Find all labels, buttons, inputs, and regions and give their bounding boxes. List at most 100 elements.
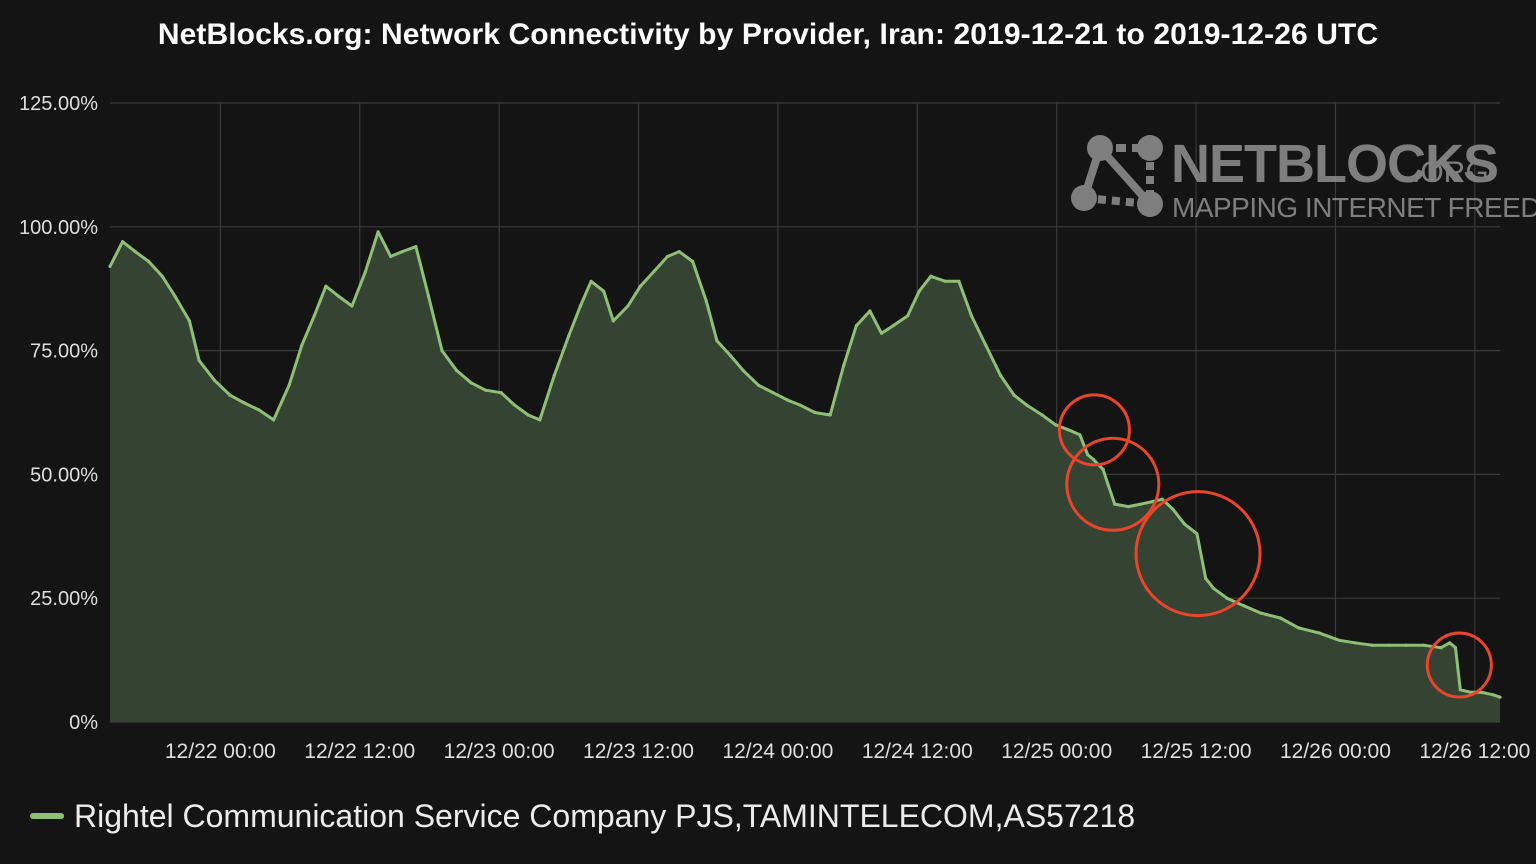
data-point xyxy=(578,304,583,308)
data-point xyxy=(652,269,656,273)
watermark-suffix: .ORG xyxy=(1412,156,1489,189)
data-point xyxy=(786,398,790,402)
data-point xyxy=(454,368,459,372)
data-point xyxy=(611,319,615,323)
netblocks-watermark: NETBLOCKS .ORG MAPPING INTERNET FREEDOM xyxy=(1071,134,1536,223)
data-point xyxy=(1297,626,1301,630)
data-point xyxy=(854,324,858,328)
watermark-brand: NETBLOCKS xyxy=(1171,134,1498,194)
data-point xyxy=(1025,403,1029,407)
x-axis-ticks: 12/22 00:00 12/22 12:00 12/23 00:00 12/23 1… xyxy=(165,740,1530,763)
legend-series-label: Rightel Communication Service Company PJ… xyxy=(74,797,1136,834)
data-point xyxy=(133,250,137,254)
data-point xyxy=(212,378,217,382)
data-point xyxy=(1126,505,1130,509)
data-point xyxy=(363,269,368,273)
x-tick-label: 12/23 00:00 xyxy=(444,740,555,763)
x-tick-label: 12/23 12:00 xyxy=(583,740,694,763)
data-point xyxy=(389,254,393,259)
data-point xyxy=(1091,457,1096,462)
data-point xyxy=(691,259,695,264)
data-point xyxy=(1458,688,1462,692)
data-point xyxy=(1453,646,1458,650)
data-point xyxy=(1204,576,1208,581)
data-point xyxy=(257,408,261,412)
y-tick-label: 75.00% xyxy=(30,341,98,363)
data-point xyxy=(798,403,802,407)
data-point xyxy=(1317,631,1321,635)
data-point xyxy=(602,289,606,293)
y-tick-label: 25.00% xyxy=(30,588,98,610)
annotation-layer xyxy=(1057,393,1493,699)
data-point xyxy=(538,418,542,422)
data-point xyxy=(1448,641,1452,645)
data-point xyxy=(1066,428,1070,432)
x-tick-label: 12/25 12:00 xyxy=(1141,740,1252,763)
data-point xyxy=(1353,641,1357,645)
data-point xyxy=(1259,611,1263,615)
legend[interactable]: Rightel Communication Service Company PJ… xyxy=(30,796,1135,836)
data-point xyxy=(1421,643,1426,647)
data-point xyxy=(121,240,125,244)
data-point xyxy=(626,304,630,308)
data-point xyxy=(287,383,291,387)
series-area-fill xyxy=(110,231,1500,723)
data-point xyxy=(1171,507,1175,511)
data-point xyxy=(160,274,164,278)
data-point xyxy=(300,344,304,348)
data-point xyxy=(1150,500,1155,504)
data-point xyxy=(484,388,488,392)
data-point xyxy=(1101,467,1105,471)
data-point xyxy=(1480,690,1484,694)
data-points xyxy=(108,230,1502,699)
data-point xyxy=(828,413,832,417)
y-tick-label: 50.00% xyxy=(30,464,98,486)
data-point xyxy=(552,373,556,377)
legend-swatch xyxy=(30,813,64,819)
data-point xyxy=(589,279,593,283)
data-point xyxy=(879,331,884,335)
data-point xyxy=(728,354,733,358)
data-point xyxy=(917,289,921,293)
data-point xyxy=(969,314,974,318)
annotation-circle xyxy=(1065,436,1161,532)
x-tick-label: 12/22 00:00 xyxy=(165,740,276,763)
y-tick-label: 125.00% xyxy=(19,93,98,115)
watermark-tagline: MAPPING INTERNET FREEDOM xyxy=(1172,192,1536,223)
data-point xyxy=(400,250,404,254)
y-tick-label: 0% xyxy=(69,712,98,734)
x-tick-label: 12/22 12:00 xyxy=(304,740,415,763)
data-point xyxy=(567,334,571,338)
data-point xyxy=(1278,616,1282,620)
data-point xyxy=(1225,596,1229,600)
y-axis-ticks: 0% 25.00% 50.00% 75.00% 100.00% 125.00% xyxy=(19,93,98,734)
data-point xyxy=(638,284,643,288)
data-point xyxy=(426,294,431,298)
data-point xyxy=(1086,453,1090,457)
data-point xyxy=(756,383,761,387)
data-point xyxy=(715,339,719,343)
data-point xyxy=(704,299,708,303)
data-point xyxy=(906,314,910,318)
data-point xyxy=(1387,643,1391,647)
data-point xyxy=(1113,502,1117,506)
data-point xyxy=(868,309,872,313)
data-point xyxy=(147,259,151,264)
data-point xyxy=(1139,502,1143,506)
data-point xyxy=(312,314,316,318)
data-point xyxy=(440,349,444,353)
data-point xyxy=(891,324,895,328)
data-point xyxy=(943,279,948,283)
data-point xyxy=(1040,413,1044,417)
data-point xyxy=(499,391,503,395)
data-point xyxy=(1078,433,1082,437)
data-point xyxy=(1491,693,1495,697)
data-point xyxy=(1106,482,1110,486)
data-point xyxy=(242,401,246,405)
annotation-circle xyxy=(1134,490,1262,618)
x-tick-label: 12/26 12:00 xyxy=(1419,740,1530,763)
data-point xyxy=(1241,604,1246,608)
data-point xyxy=(324,284,328,288)
y-tick-label: 100.00% xyxy=(19,217,98,239)
